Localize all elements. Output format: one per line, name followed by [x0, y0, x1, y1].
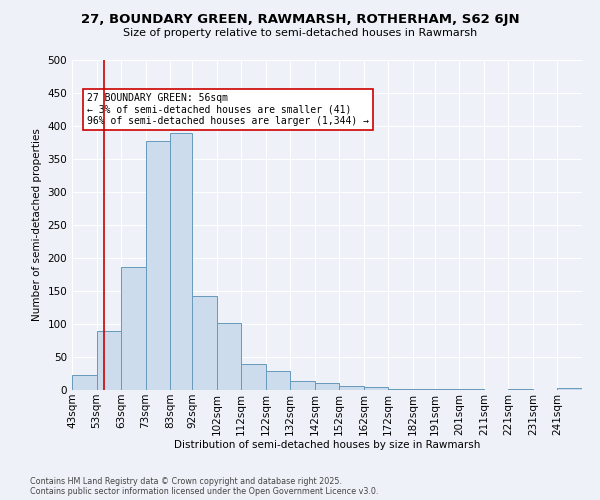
Bar	[170, 132, 192, 390]
Bar	[290, 382, 315, 390]
Text: 27 BOUNDARY GREEN: 56sqm
← 3% of semi-detached houses are smaller (41)
96% of se: 27 BOUNDARY GREEN: 56sqm ← 3% of semi-de…	[88, 93, 370, 126]
Bar	[557, 388, 582, 390]
Bar	[364, 388, 388, 390]
Y-axis label: Number of semi-detached properties: Number of semi-detached properties	[32, 128, 42, 322]
Bar	[146, 140, 170, 390]
Bar	[97, 330, 121, 390]
Bar	[192, 296, 217, 390]
Bar	[339, 386, 364, 390]
Bar	[72, 376, 97, 390]
Text: Size of property relative to semi-detached houses in Rawmarsh: Size of property relative to semi-detach…	[123, 28, 477, 38]
Bar	[388, 388, 413, 390]
Bar	[315, 384, 339, 390]
Bar	[217, 322, 241, 390]
Bar	[241, 364, 266, 390]
Text: Contains HM Land Registry data © Crown copyright and database right 2025.
Contai: Contains HM Land Registry data © Crown c…	[30, 476, 379, 496]
Bar	[121, 267, 146, 390]
Bar	[266, 371, 290, 390]
X-axis label: Distribution of semi-detached houses by size in Rawmarsh: Distribution of semi-detached houses by …	[174, 440, 480, 450]
Text: 27, BOUNDARY GREEN, RAWMARSH, ROTHERHAM, S62 6JN: 27, BOUNDARY GREEN, RAWMARSH, ROTHERHAM,…	[80, 12, 520, 26]
